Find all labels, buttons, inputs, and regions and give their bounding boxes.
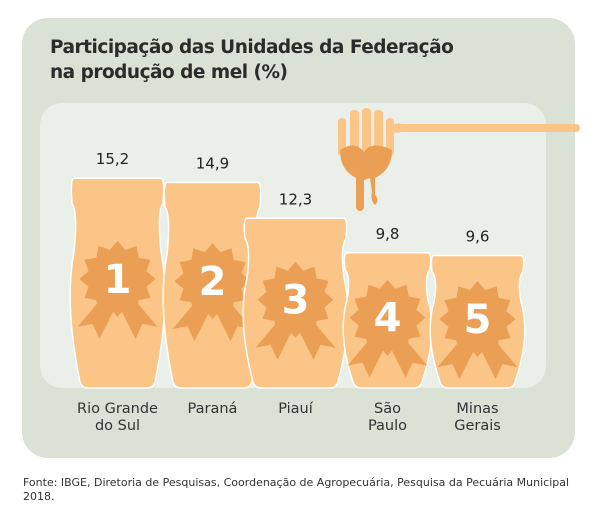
- jar-bar: 2 14,9 Paraná: [162, 154, 263, 417]
- rank-number: 3: [282, 278, 310, 324]
- value-label: 9,8: [376, 225, 400, 243]
- category-label: Paulo: [368, 418, 407, 434]
- jar-bar: 3 12,3 Piauí: [242, 190, 349, 417]
- rank-medal-icon: [347, 279, 428, 378]
- honey-dipper-icon: [338, 108, 580, 211]
- rank-number: 4: [374, 296, 402, 342]
- category-label: Rio Grande: [77, 401, 158, 417]
- category-label: do Sul: [95, 418, 140, 434]
- value-label: 14,9: [196, 154, 229, 172]
- value-label: 15,2: [96, 150, 129, 168]
- rank-medal-icon: [77, 240, 158, 339]
- title-line-2: na produção de mel (%): [50, 62, 288, 83]
- category-label: Minas: [456, 401, 498, 417]
- category-label: Piauí: [278, 401, 314, 417]
- chart-title: Participação das Unidades da Federação n…: [50, 35, 454, 85]
- category-label: São: [374, 401, 401, 417]
- category-label: Gerais: [454, 418, 501, 434]
- value-label: 12,3: [279, 190, 312, 208]
- title-line-1: Participação das Unidades da Federação: [50, 37, 454, 58]
- rank-medal-icon: [255, 261, 336, 360]
- rank-number: 5: [464, 297, 492, 343]
- rank-medal-icon: [437, 281, 518, 380]
- rank-medal-icon: [172, 243, 253, 342]
- value-label: 9,6: [466, 228, 490, 246]
- source-note: Fonte: IBGE, Diretoria de Pesquisas, Coo…: [23, 476, 570, 503]
- rank-number: 2: [199, 259, 227, 305]
- rank-number: 1: [104, 257, 132, 303]
- category-label: Paraná: [188, 401, 238, 417]
